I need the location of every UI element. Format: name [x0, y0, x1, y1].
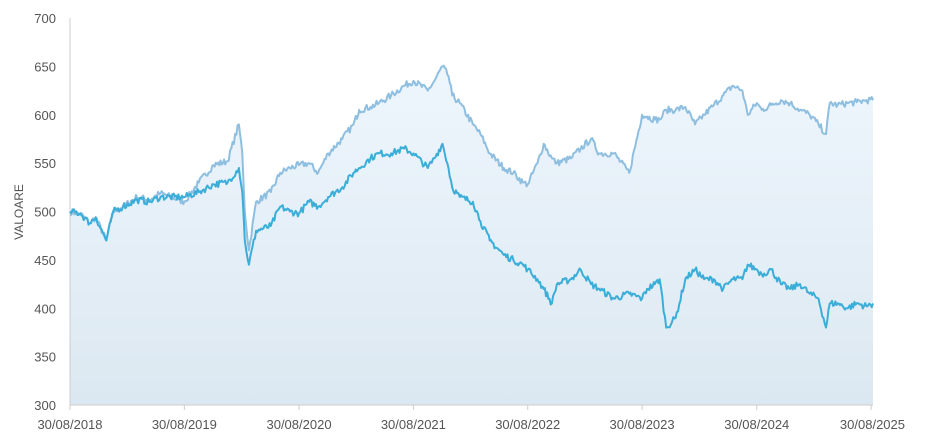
- y-axis-label: VALOARE: [12, 184, 26, 240]
- x-tick-label: 30/08/2018: [37, 417, 102, 432]
- y-tick-label: 550: [34, 156, 56, 171]
- y-tick-label: 600: [34, 108, 56, 123]
- y-tick-label: 300: [34, 398, 56, 413]
- x-tick-label: 30/08/2021: [381, 417, 446, 432]
- x-tick-label: 30/08/2022: [495, 417, 560, 432]
- y-tick-label: 400: [34, 301, 56, 316]
- x-tick-label: 30/08/2019: [152, 417, 217, 432]
- area-fill: [70, 65, 873, 405]
- x-tick-label: 30/08/2025: [840, 417, 905, 432]
- y-tick-label: 700: [34, 11, 56, 26]
- y-tick-label: 350: [34, 350, 56, 365]
- series-upper-line: [69, 64, 874, 252]
- x-tick-label: 30/08/2020: [266, 417, 331, 432]
- y-tick-label: 450: [34, 253, 56, 268]
- x-tick-label: 30/08/2023: [610, 417, 675, 432]
- y-tick-label: 650: [34, 59, 56, 74]
- x-tick-label: 30/08/2024: [724, 417, 789, 432]
- series-lower-line: [69, 142, 874, 329]
- y-tick-label: 500: [34, 205, 56, 220]
